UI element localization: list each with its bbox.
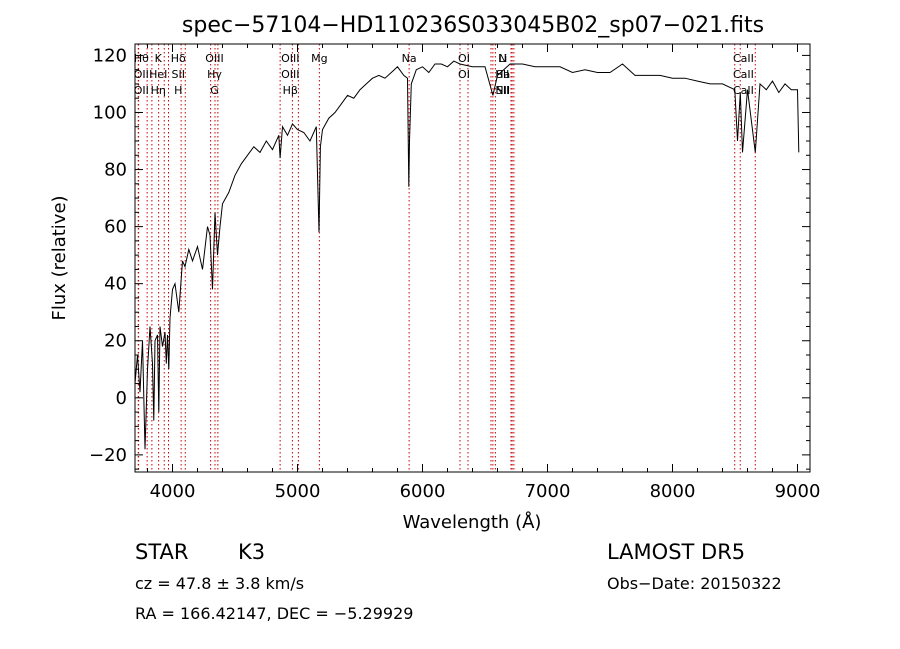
- line-label: CaII: [733, 84, 754, 97]
- y-tick-label: 100: [93, 102, 127, 123]
- y-tick-label: 80: [104, 160, 127, 181]
- y-axis-label: Flux (relative): [49, 195, 70, 320]
- line-label: SII: [172, 68, 185, 81]
- x-tick-label: 5000: [275, 481, 321, 502]
- line-label: SII: [496, 84, 509, 97]
- line-label: CaII: [733, 68, 754, 81]
- y-tick-label: 120: [93, 45, 127, 66]
- line-label: HeI: [149, 68, 167, 81]
- object-subclass: K3: [238, 540, 266, 564]
- line-label: OII: [134, 84, 149, 97]
- line-label: Hβ: [283, 84, 298, 97]
- plot-frame: [134, 43, 811, 473]
- spectral-line-labels: Hθ OII OII K HeI Hη Hδ SII H OIII Hγ G OIII OIII Hβ Mg N…: [134, 52, 754, 97]
- redshift-cz: cz = 47.8 ± 3.8 km/s: [135, 574, 305, 593]
- spectral-line-markers: [137, 44, 756, 472]
- line-label: K: [155, 52, 163, 65]
- survey-name: LAMOST DR5: [607, 540, 746, 564]
- y-tick-label: 20: [104, 331, 127, 352]
- line-label: NII: [495, 84, 510, 97]
- x-tick-label: 8000: [650, 481, 696, 502]
- y-tick-label: 40: [104, 274, 127, 295]
- line-label: Hγ: [207, 68, 222, 81]
- line-label: SII: [496, 68, 509, 81]
- x-tick-label: 6000: [400, 481, 446, 502]
- y-tick-label: 60: [104, 217, 127, 238]
- object-class: STAR: [135, 540, 189, 564]
- y-tick-label: −20: [89, 445, 127, 466]
- line-label: OIII: [281, 52, 299, 65]
- x-axis-ticks: 4000 5000 6000 7000 8000 9000: [147, 44, 821, 502]
- spectrum-line: [134, 60, 800, 450]
- x-tick-label: 9000: [775, 481, 821, 502]
- line-label: Hδ: [171, 52, 186, 65]
- line-label: Ha: [495, 68, 510, 81]
- y-tick-label: 0: [116, 388, 127, 409]
- obs-date: Obs−Date: 20150322: [607, 574, 782, 593]
- line-label: Hθ: [134, 52, 149, 65]
- line-label: Li: [498, 52, 507, 65]
- line-label: Mg: [311, 52, 327, 65]
- line-label: OI: [458, 68, 470, 81]
- x-tick-label: 7000: [525, 481, 571, 502]
- line-label: N: [499, 52, 507, 65]
- line-label: Hη: [151, 84, 166, 97]
- line-label: OIII: [281, 68, 299, 81]
- line-label: H: [174, 84, 182, 97]
- coordinates: RA = 166.42147, DEC = −5.29929: [135, 604, 414, 623]
- chart-title: spec−57104−HD110236S033045B02_sp07−021.f…: [182, 13, 764, 38]
- line-label: OIII: [205, 52, 223, 65]
- x-tick-label: 4000: [150, 481, 196, 502]
- x-axis-label: Wavelength (Å): [403, 511, 542, 533]
- y-axis-ticks: −20 0 20 40 60 80 100 120: [89, 45, 810, 470]
- line-label: OII: [134, 68, 149, 81]
- line-label: CaII: [733, 52, 754, 65]
- line-label: Na: [402, 52, 417, 65]
- line-label: OI: [458, 52, 470, 65]
- line-label: G: [210, 84, 219, 97]
